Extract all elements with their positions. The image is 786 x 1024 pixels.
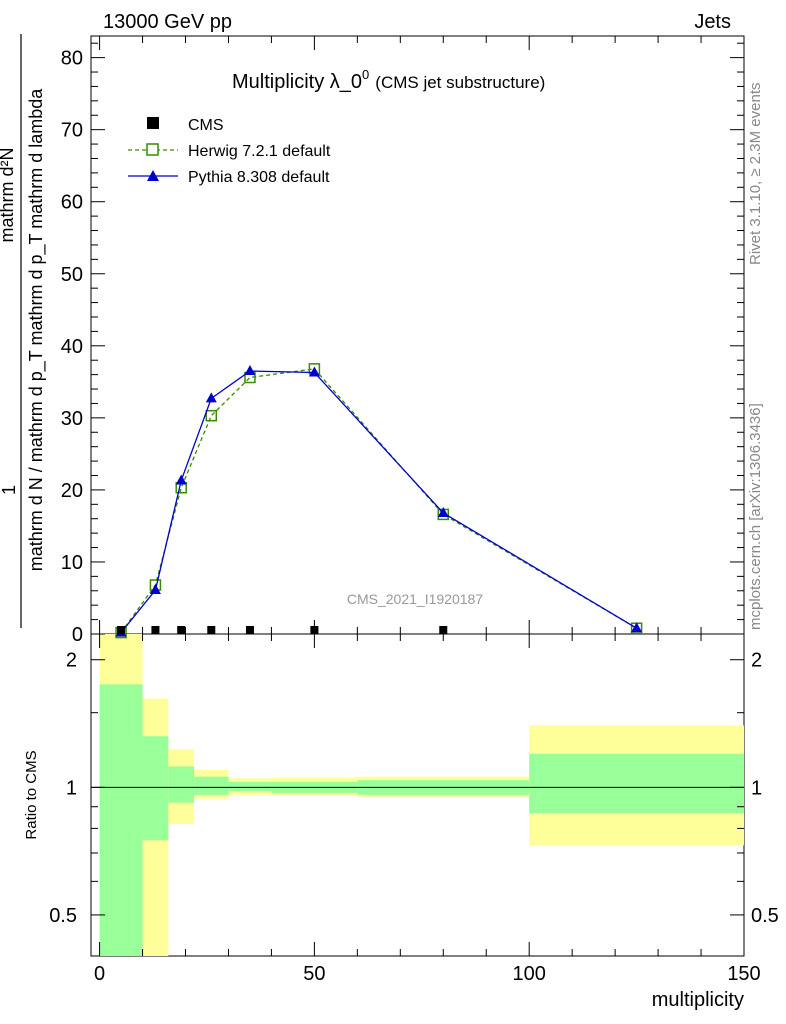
y-tick-label: 0 bbox=[72, 624, 83, 646]
ratio-tick-label-right: 0.5 bbox=[751, 905, 779, 927]
pythia-point bbox=[308, 366, 320, 377]
ratio-band-inner bbox=[168, 766, 195, 803]
legend-marker-herwig bbox=[146, 143, 159, 156]
cms-point bbox=[207, 626, 216, 634]
title-main: Multiplicity λ_0 bbox=[232, 71, 362, 93]
legend-marker-pythia bbox=[147, 170, 159, 181]
pythia-line bbox=[120, 370, 637, 633]
ratio-band-inner bbox=[142, 736, 169, 841]
cms-point bbox=[117, 626, 126, 634]
pythia-point bbox=[631, 622, 643, 633]
y-tick-label: 40 bbox=[61, 336, 83, 358]
legend-label-pythia: Pythia 8.308 default bbox=[188, 169, 330, 186]
x-axis-label: multiplicity bbox=[652, 989, 744, 1011]
herwig-point bbox=[205, 409, 218, 422]
y-tick-label: 80 bbox=[61, 48, 83, 70]
y-tick-label: 10 bbox=[61, 552, 83, 574]
ratio-tick-label-left: 0.5 bbox=[49, 905, 77, 927]
pythia-point bbox=[437, 506, 449, 517]
ratio-tick-label-left: 2 bbox=[66, 650, 77, 672]
legend: CMS Herwig 7.2.1 default Pythia 8.308 de… bbox=[128, 117, 331, 186]
series-cms bbox=[117, 626, 448, 634]
cms-point bbox=[439, 626, 448, 634]
cms-point bbox=[245, 626, 254, 634]
header-right: Jets bbox=[694, 11, 731, 33]
y-axis-label: 1 mathrm d²N mathrm d N / mathrm d p_T m… bbox=[0, 34, 47, 628]
y-tick-label: 30 bbox=[61, 408, 83, 430]
title-sub: (CMS jet substructure) bbox=[375, 73, 545, 92]
ratio-tick-label-right: 2 bbox=[751, 650, 762, 672]
y-tick-label: 50 bbox=[61, 264, 83, 286]
ratio-axis: 0.5 0.5 1 1 2 2 bbox=[49, 650, 779, 927]
y-label-one: 1 bbox=[0, 485, 19, 495]
ratio-y-label: Ratio to CMS bbox=[23, 750, 40, 839]
legend-marker-cms bbox=[147, 117, 159, 129]
x-tick-label: 0 bbox=[94, 963, 105, 985]
ratio-band-inner bbox=[228, 781, 272, 792]
rivet-label: Rivet 3.1.10, ≥ 2.3M events bbox=[747, 83, 764, 266]
y-tick-label: 20 bbox=[61, 480, 83, 502]
y-label-numerator: mathrm d²N bbox=[0, 147, 17, 242]
cms-point bbox=[310, 626, 319, 634]
title-sup: 0 bbox=[362, 67, 369, 82]
ratio-tick-label-right: 1 bbox=[751, 777, 762, 799]
ratio-bands bbox=[99, 634, 744, 956]
ratio-tick-label-left: 1 bbox=[66, 777, 77, 799]
chart-title: Multiplicity λ_00 (CMS jet substructure) bbox=[232, 67, 545, 93]
analysis-label: CMS_2021_I1920187 bbox=[347, 591, 483, 607]
ratio-band-inner bbox=[529, 753, 744, 813]
pythia-point bbox=[175, 474, 187, 485]
ratio-band-inner bbox=[99, 684, 143, 956]
x-tick-label: 100 bbox=[513, 963, 546, 985]
y-label-denominator: mathrm d N / mathrm d p_T mathrm d p_T m… bbox=[26, 88, 47, 571]
pythia-point bbox=[149, 584, 161, 595]
cms-point bbox=[177, 626, 186, 634]
x-axis: 0 50 100 150 bbox=[94, 36, 761, 985]
cms-point bbox=[151, 626, 160, 634]
series-pythia bbox=[115, 365, 643, 637]
x-tick-label: 150 bbox=[727, 963, 760, 985]
y-tick-label: 60 bbox=[61, 192, 83, 214]
legend-label-cms: CMS bbox=[188, 117, 224, 134]
header-left: 13000 GeV pp bbox=[103, 11, 232, 33]
pythia-point bbox=[244, 365, 256, 376]
main-axis: 0 10 20 30 40 50 60 70 80 bbox=[61, 42, 744, 646]
pythia-point bbox=[205, 392, 217, 403]
legend-label-herwig: Herwig 7.2.1 default bbox=[188, 143, 331, 160]
mcplots-label: mcplots.cern.ch [arXiv:1306.3436] bbox=[747, 403, 764, 630]
ratio-band-inner bbox=[194, 776, 229, 795]
x-tick-label: 50 bbox=[303, 963, 325, 985]
y-tick-label: 70 bbox=[61, 120, 83, 142]
